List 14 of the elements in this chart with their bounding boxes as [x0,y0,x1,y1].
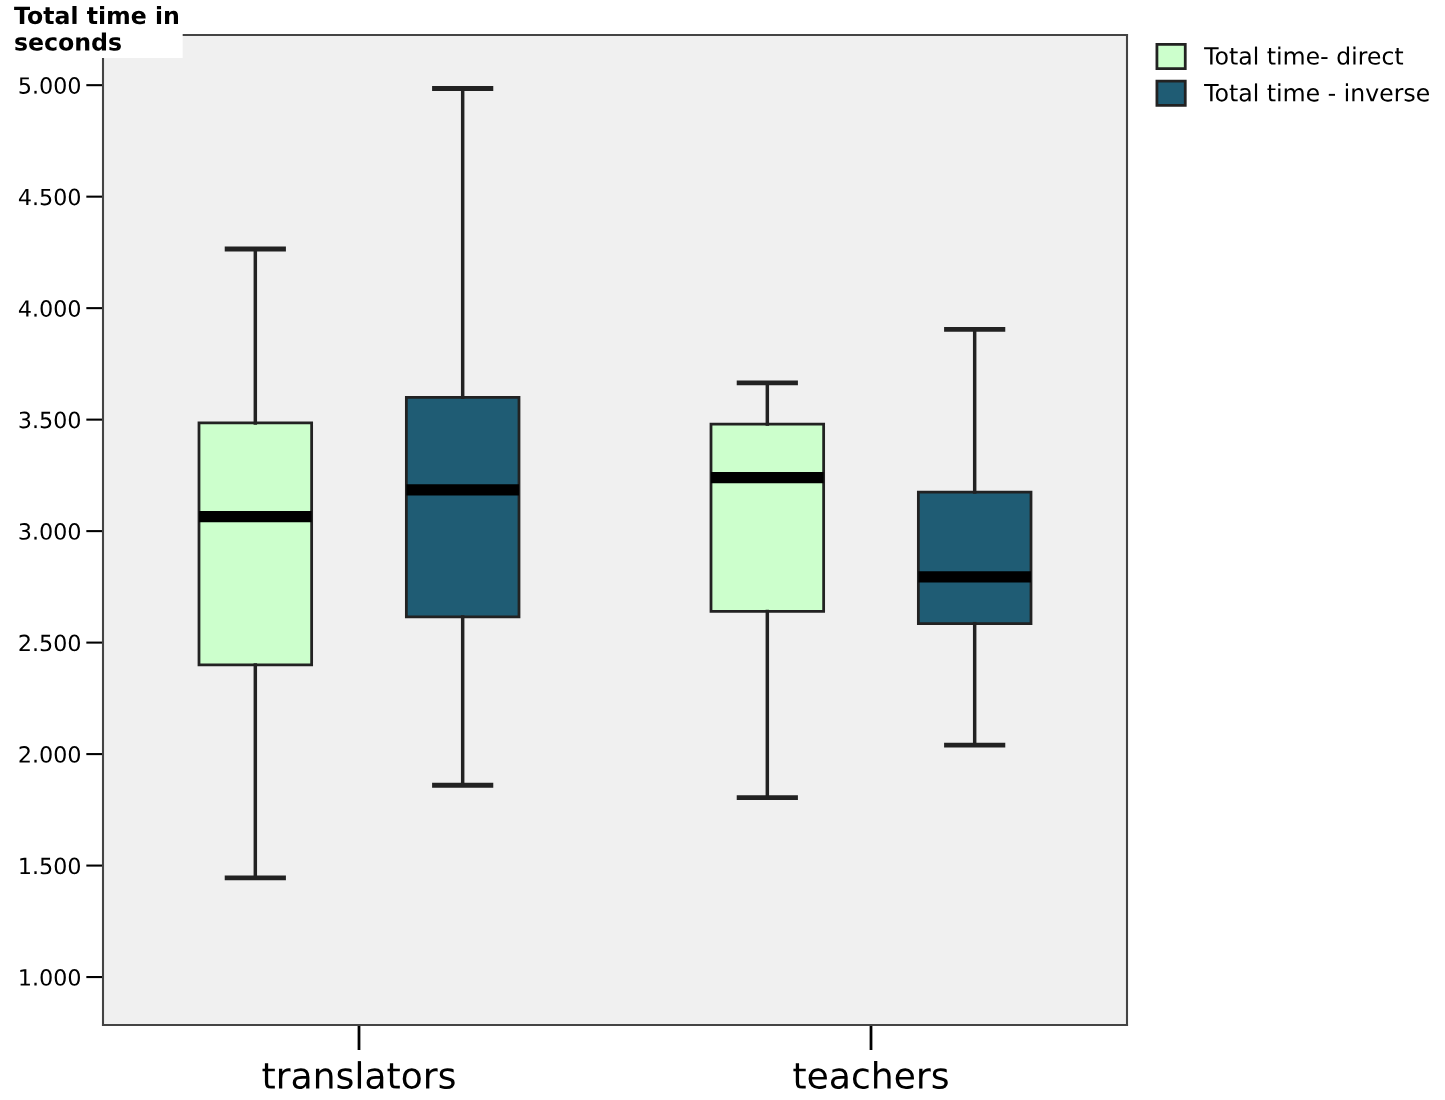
y-tick-label: 1.000 [20,969,80,986]
y-tick-label: 3.000 [19,523,80,540]
legend-label: Total time - inverse [1204,83,1429,102]
y-tick-label: 2.000 [19,746,80,763]
y-tick-label: 4.500 [18,188,80,206]
y-tick-label: 2.500 [19,634,80,652]
y-tick-label: 3.500 [19,411,80,429]
y-tick-label: 5.000 [19,77,80,94]
y-tick-label: 1.500 [20,857,80,875]
y-axis-title: Total time in seconds [14,6,178,51]
legend-label: Total time- direct [1204,46,1404,65]
x-tick-label: translators [262,1061,455,1090]
x-tick-label: teachers [793,1061,948,1090]
y-tick-label: 4.000 [18,300,80,317]
